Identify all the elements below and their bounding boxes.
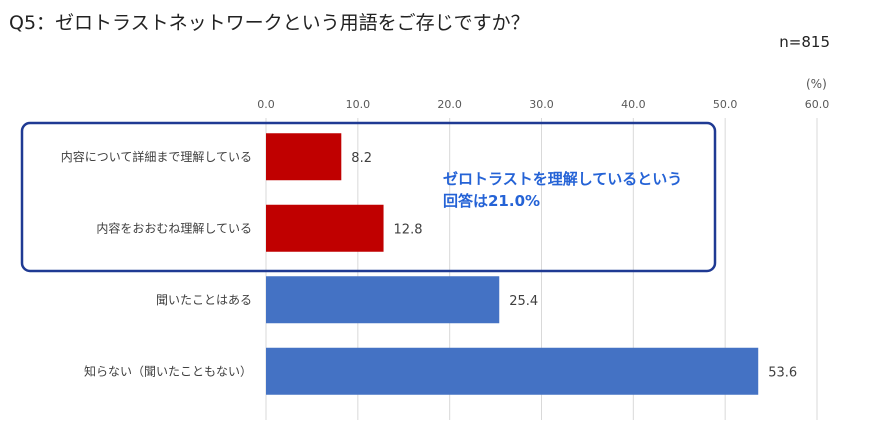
bar <box>266 347 759 395</box>
x-tick-label: 60.0 <box>805 98 830 111</box>
bar <box>266 133 342 181</box>
callout-box <box>20 121 717 273</box>
category-label: 内容をおおむね理解している <box>96 220 252 235</box>
callout-line-2: 回答は21.0% <box>443 192 541 210</box>
unit-label: (%) <box>806 77 827 91</box>
x-tick-label: 40.0 <box>621 98 646 111</box>
bar <box>266 204 384 252</box>
category-label: 聞いたことはある <box>156 293 252 307</box>
category-label: 内容について詳細まで理解している <box>61 149 252 164</box>
x-tick-label: 30.0 <box>529 98 554 111</box>
value-label: 8.2 <box>351 151 372 166</box>
value-label: 25.4 <box>509 294 538 309</box>
x-tick-label: 0.0 <box>257 98 275 111</box>
value-label: 12.8 <box>394 222 423 237</box>
bar <box>266 276 500 324</box>
chart-title: Q5：ゼロトラストネットワークという用語をご存じですか？ <box>9 12 530 34</box>
sample-size: n=815 <box>779 33 830 51</box>
x-tick-label: 50.0 <box>713 98 738 111</box>
x-tick-label: 10.0 <box>346 98 371 111</box>
category-label: 知らない（聞いたこともない） <box>84 364 252 378</box>
callout-line-1: ゼロトラストを理解しているという <box>443 170 683 188</box>
value-label: 53.6 <box>768 365 797 380</box>
callout-text: ゼロトラストを理解しているという 回答は21.0% <box>443 168 682 212</box>
x-tick-label: 20.0 <box>437 98 462 111</box>
